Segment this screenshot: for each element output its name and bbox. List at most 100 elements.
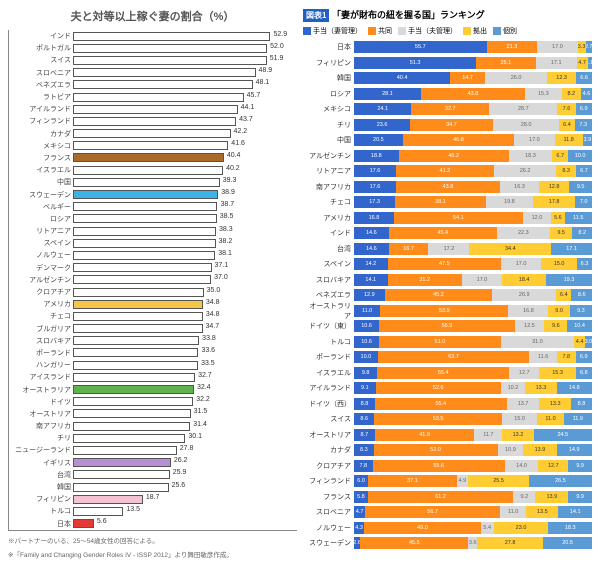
right-segment: 2.7 — [586, 41, 592, 53]
right-segment: 9.1 — [354, 382, 376, 394]
left-bar-area: 5.6 — [73, 519, 297, 528]
right-bar-area: 55.721.317.03.32.7 — [354, 41, 592, 53]
left-row: スイス51.9 — [9, 54, 297, 66]
left-bar-area: 42.2 — [73, 129, 297, 138]
footnote: ※「Family and Changing Gender Roles IV - … — [8, 549, 297, 559]
right-bar-area: 14.616.717.234.417.1 — [354, 243, 592, 255]
right-row: アメリカ16.854.112.05.611.5 — [303, 211, 592, 225]
right-row: ロシア28.143.815.38.24.6 — [303, 87, 592, 101]
right-bar-area: 12.945.226.96.48.6 — [354, 289, 592, 301]
right-row: スウェーデン2.645.53.627.820.5 — [303, 536, 592, 550]
right-bar-area: 17.641.226.28.36.7 — [354, 165, 592, 177]
left-bar-value: 34.8 — [206, 299, 220, 306]
right-segment: 19.3 — [546, 274, 592, 286]
right-segment: 26.2 — [494, 165, 556, 177]
right-segment: 16.3 — [500, 181, 539, 193]
right-row-label: 韓国 — [303, 73, 354, 83]
left-bar — [73, 141, 228, 150]
right-row-label: スロベニア — [303, 507, 354, 517]
left-bar-area: 38.9 — [73, 190, 297, 199]
legend-label: 個別 — [503, 26, 517, 36]
right-segment: 11.8 — [555, 134, 583, 146]
left-row: メキシコ41.6 — [9, 140, 297, 152]
left-chart-panel: 夫と対等以上稼ぐ妻の割合（%） インド52.9ポルトガル52.0スイス51.9ス… — [8, 8, 297, 559]
legend-swatch — [303, 27, 311, 35]
right-segment: 31.0 — [501, 336, 575, 348]
left-bar — [73, 495, 143, 504]
right-row-label: トルコ — [303, 337, 354, 347]
left-bar — [73, 105, 238, 114]
left-bar-value: 45.7 — [247, 92, 261, 99]
right-bar-area: 11.053.916.89.09.3 — [354, 305, 592, 317]
left-bar-value: 37.1 — [215, 262, 229, 269]
left-bar-area: 38.5 — [73, 214, 297, 223]
left-row: トルコ13.5 — [9, 505, 297, 517]
right-segment: 20.5 — [543, 537, 592, 549]
right-segment: 15.3 — [539, 367, 575, 379]
left-bar-area: 30.1 — [73, 434, 297, 443]
left-bar-value: 32.4 — [197, 384, 211, 391]
left-bar-value: 38.9 — [221, 189, 235, 196]
left-row-label: ハンガリー — [9, 360, 73, 370]
right-segment: 3.9 — [583, 134, 592, 146]
footnote: ※パートナーのいる、25～54歳女性の回答による。 — [8, 535, 297, 545]
right-row: フィンランド6.037.14.925.526.5 — [303, 474, 592, 488]
right-segment: 45.2 — [385, 289, 493, 301]
right-row: ノルウェー4.349.05.423.018.3 — [303, 521, 592, 535]
right-segment: 8.2 — [562, 88, 582, 100]
left-bar-value: 5.6 — [97, 518, 107, 525]
right-segment: 26.9 — [492, 289, 556, 301]
header-badge: 図表1 — [303, 9, 329, 22]
right-row: 韓国40.414.726.012.36.6 — [303, 71, 592, 85]
left-bar-area: 33.5 — [73, 361, 297, 370]
left-row-label: ニュージーランド — [9, 445, 73, 455]
left-row-label: 中国 — [9, 177, 73, 187]
right-chart-panel: 図表1 「妻が財布の紐を握る国」ランキング 手当（妻管理）共同手当（夫管理）拠出… — [303, 8, 592, 559]
right-segment: 31.2 — [388, 274, 462, 286]
left-row-label: イギリス — [9, 458, 73, 468]
left-bar — [73, 129, 231, 138]
legend-swatch — [463, 27, 471, 35]
left-row: ポーランド33.6 — [9, 347, 297, 359]
right-segment: 10.2 — [501, 382, 525, 394]
right-segment: 17.0 — [462, 274, 502, 286]
right-row-label: 南アフリカ — [303, 182, 354, 192]
left-footnotes: ※パートナーのいる、25～54歳女性の回答による。 ※「Family and Ch… — [8, 535, 297, 559]
left-row: 日本5.6 — [9, 518, 297, 530]
left-row: デンマーク 37.1 — [9, 262, 297, 274]
right-segment: 11.0 — [537, 413, 563, 425]
right-segment: 10.9 — [498, 444, 524, 456]
right-segment: 46.2 — [399, 150, 509, 162]
right-row: スペイン14.247.517.015.06.3 — [303, 257, 592, 271]
right-segment: 25.5 — [468, 475, 529, 487]
left-row: ロシア38.5 — [9, 213, 297, 225]
left-bar — [73, 312, 203, 321]
right-segment: 14.0 — [505, 460, 538, 472]
right-segment: 20.5 — [354, 134, 403, 146]
right-segment: 52.0 — [374, 444, 498, 456]
right-segment: 17.6 — [354, 165, 396, 177]
left-bar-area: 34.8 — [73, 312, 297, 321]
left-bar-value: 38.2 — [219, 238, 233, 245]
left-row-label: トルコ — [9, 506, 73, 516]
right-segment: 55.6 — [373, 460, 505, 472]
right-segment: 3.0 — [585, 336, 592, 348]
right-segment: 4.9 — [457, 475, 469, 487]
right-segment: 61.2 — [368, 491, 514, 503]
right-row-label: インド — [303, 228, 354, 238]
left-row: 台湾25.9 — [9, 469, 297, 481]
left-chart-title: 夫と対等以上稼ぐ妻の割合（%） — [8, 8, 297, 24]
right-segment: 13.9 — [535, 491, 568, 503]
legend-swatch — [398, 27, 406, 35]
left-bar — [73, 178, 220, 187]
left-bar — [73, 202, 217, 211]
right-segment: 45.5 — [360, 537, 468, 549]
legend-item: 手当（夫管理） — [398, 26, 457, 36]
right-segment: 7.6 — [557, 103, 575, 115]
left-row-label: デンマーク — [9, 263, 73, 273]
right-segment: 8.2 — [572, 227, 592, 239]
left-bar-value: 27.8 — [180, 445, 194, 452]
right-row: 中国20.546.817.011.83.9 — [303, 133, 592, 147]
right-row: オーストラリア11.053.916.89.09.3 — [303, 304, 592, 318]
right-segment: 18.3 — [548, 522, 592, 534]
